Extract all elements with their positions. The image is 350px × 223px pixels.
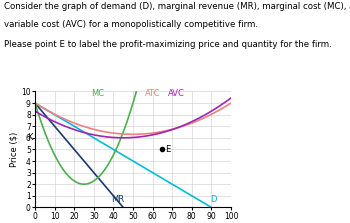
Text: D: D	[210, 195, 217, 204]
Text: MC: MC	[91, 89, 104, 98]
Y-axis label: Price ($): Price ($)	[9, 132, 19, 167]
Text: ATC: ATC	[145, 89, 160, 98]
Text: Consider the graph of demand (D), marginal revenue (MR), marginal cost (MC), ave: Consider the graph of demand (D), margin…	[4, 2, 350, 11]
Text: E: E	[165, 145, 170, 154]
Text: K: K	[28, 133, 33, 142]
Text: AVC: AVC	[168, 89, 184, 98]
Text: MR: MR	[111, 195, 124, 204]
Text: Please point E to label the profit-maximizing price and quantity for the firm.: Please point E to label the profit-maxim…	[4, 40, 331, 49]
Text: variable cost (AVC) for a monopolistically competitive firm.: variable cost (AVC) for a monopolistical…	[4, 20, 258, 29]
